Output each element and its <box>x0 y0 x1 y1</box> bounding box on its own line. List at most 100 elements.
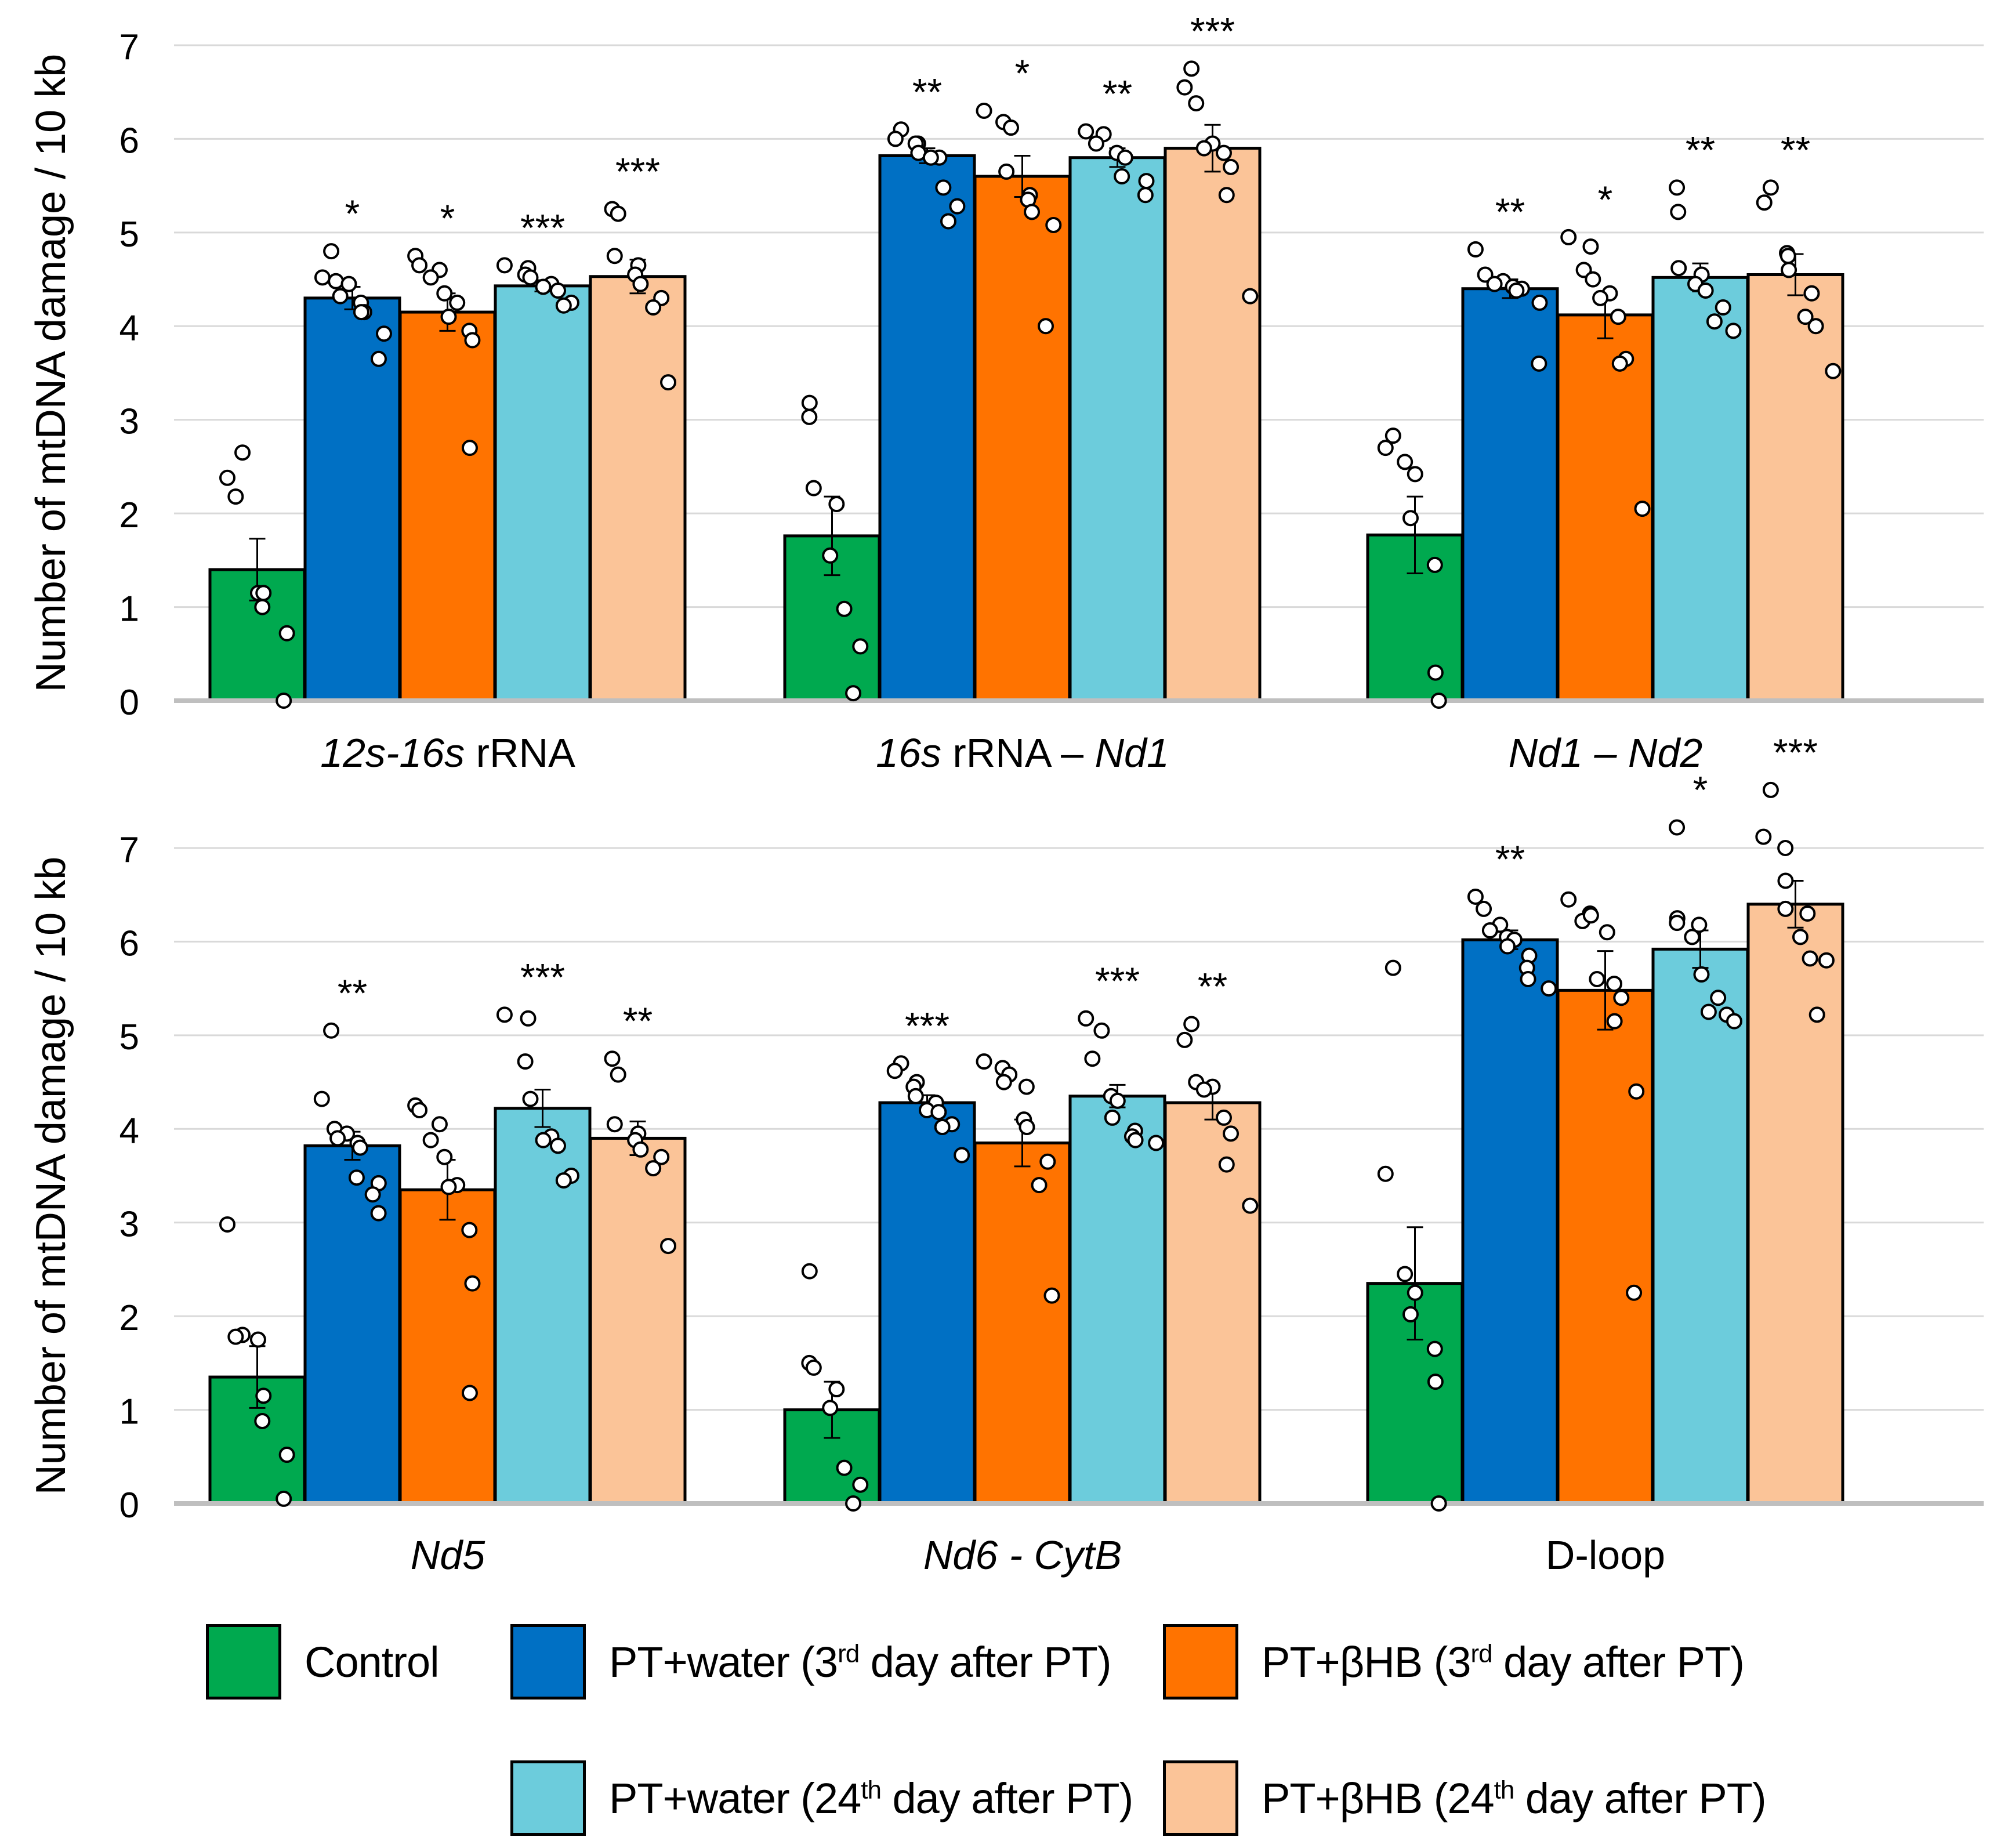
data-point <box>1109 1092 1126 1109</box>
data-point <box>329 1130 346 1147</box>
data-point <box>1560 891 1577 908</box>
data-point <box>1486 276 1503 292</box>
data-point <box>976 103 992 119</box>
y-tick-label: 0 <box>119 1485 139 1525</box>
data-point <box>1195 140 1212 157</box>
data-point <box>1176 79 1193 96</box>
data-point <box>1397 1266 1414 1282</box>
data-point <box>1715 299 1731 316</box>
data-point <box>1195 1081 1212 1098</box>
data-point <box>1697 282 1714 299</box>
bar <box>973 1142 1071 1505</box>
data-point <box>550 1137 567 1154</box>
significance-label: *** <box>905 1004 949 1047</box>
data-point <box>411 1102 428 1118</box>
data-point <box>852 1476 869 1493</box>
data-point <box>1777 900 1794 917</box>
significance-label: ** <box>1198 965 1227 1008</box>
data-point <box>828 496 845 512</box>
data-point <box>431 1116 448 1133</box>
data-point <box>422 1132 439 1148</box>
data-point <box>1430 1495 1447 1512</box>
data-point <box>1138 173 1155 190</box>
data-point <box>1755 828 1772 845</box>
y-tick-label: 1 <box>119 1392 139 1432</box>
data-point <box>370 1205 387 1222</box>
bar <box>494 284 592 702</box>
data-point <box>313 1090 330 1107</box>
legend-label-pt-water-24th: PT+water (24th day after PT) <box>609 1774 1133 1823</box>
data-point <box>995 1074 1012 1090</box>
bar <box>1461 287 1559 702</box>
data-point <box>1582 907 1599 924</box>
data-point <box>940 213 956 230</box>
data-point <box>1818 952 1835 969</box>
bar <box>1068 156 1166 702</box>
bar <box>1746 903 1844 1505</box>
data-point <box>1499 938 1516 955</box>
y-tick-label: 4 <box>119 1111 139 1151</box>
legend-label-control: Control <box>305 1637 440 1686</box>
data-point <box>1808 1006 1825 1023</box>
data-point <box>801 1263 818 1280</box>
data-point <box>461 1222 478 1238</box>
legend-swatch-control <box>206 1624 281 1700</box>
data-point <box>1779 248 1796 264</box>
data-point <box>949 198 966 215</box>
data-point <box>1003 119 1020 136</box>
data-point <box>1626 1284 1643 1301</box>
data-point <box>1481 922 1498 939</box>
category-label-segment: 12s-16s <box>320 730 465 776</box>
legend: Control PT+water (3rd day after PT) PT+β… <box>0 1578 1997 1848</box>
data-point <box>219 1216 235 1233</box>
data-point <box>632 1141 649 1158</box>
data-point <box>348 1169 365 1186</box>
bar <box>1164 1101 1262 1505</box>
category-label: Nd6 - CytB <box>923 1532 1122 1578</box>
legend-label-sup: th <box>1494 1775 1515 1804</box>
data-point <box>1038 318 1054 335</box>
bar <box>1746 273 1844 702</box>
data-point <box>1215 144 1232 161</box>
data-point <box>801 408 818 425</box>
data-point <box>1669 179 1686 196</box>
data-point <box>1797 309 1814 325</box>
category-label-segment: Nd6 - CytB <box>923 1532 1122 1578</box>
data-point <box>422 269 439 286</box>
data-point <box>1803 285 1820 302</box>
category-label-segment: Nd1 <box>1094 730 1169 776</box>
significance-label: *** <box>615 150 660 193</box>
data-point <box>1628 1083 1645 1100</box>
category-label-segment: rRNA <box>465 730 575 776</box>
data-point <box>805 1359 822 1376</box>
data-point <box>340 276 357 292</box>
data-point <box>555 1172 572 1189</box>
legend-label-pt-bhb-24th: PT+βHB (24th day after PT) <box>1262 1774 1767 1823</box>
data-point <box>934 1119 951 1136</box>
significance-label: *** <box>1190 9 1235 52</box>
data-point <box>323 1022 340 1039</box>
y-tick-label: 6 <box>119 121 139 161</box>
data-point <box>496 257 513 274</box>
legend-swatch-pt-water-24th <box>510 1760 586 1836</box>
data-point <box>276 1490 292 1507</box>
data-point <box>1183 60 1200 77</box>
data-point <box>1807 318 1824 335</box>
data-point <box>1078 1010 1094 1027</box>
data-point <box>535 1132 552 1148</box>
bar <box>1651 276 1749 702</box>
data-point <box>1781 262 1797 278</box>
data-point <box>1541 980 1557 997</box>
category-label: Nd5 <box>411 1532 485 1578</box>
legend-item-pt-water-24th: PT+water (24th day after PT) <box>510 1755 1133 1842</box>
category-label-segment: rRNA – <box>941 730 1095 776</box>
data-point <box>845 1495 862 1512</box>
data-point <box>436 1148 453 1165</box>
data-point <box>1426 1340 1443 1357</box>
data-point <box>1575 262 1592 278</box>
data-point <box>255 585 272 601</box>
data-point <box>1589 971 1605 987</box>
data-point <box>1183 1016 1200 1032</box>
data-point <box>822 1400 839 1416</box>
legend-item-pt-bhb-24th: PT+βHB (24th day after PT) <box>1163 1755 1767 1842</box>
